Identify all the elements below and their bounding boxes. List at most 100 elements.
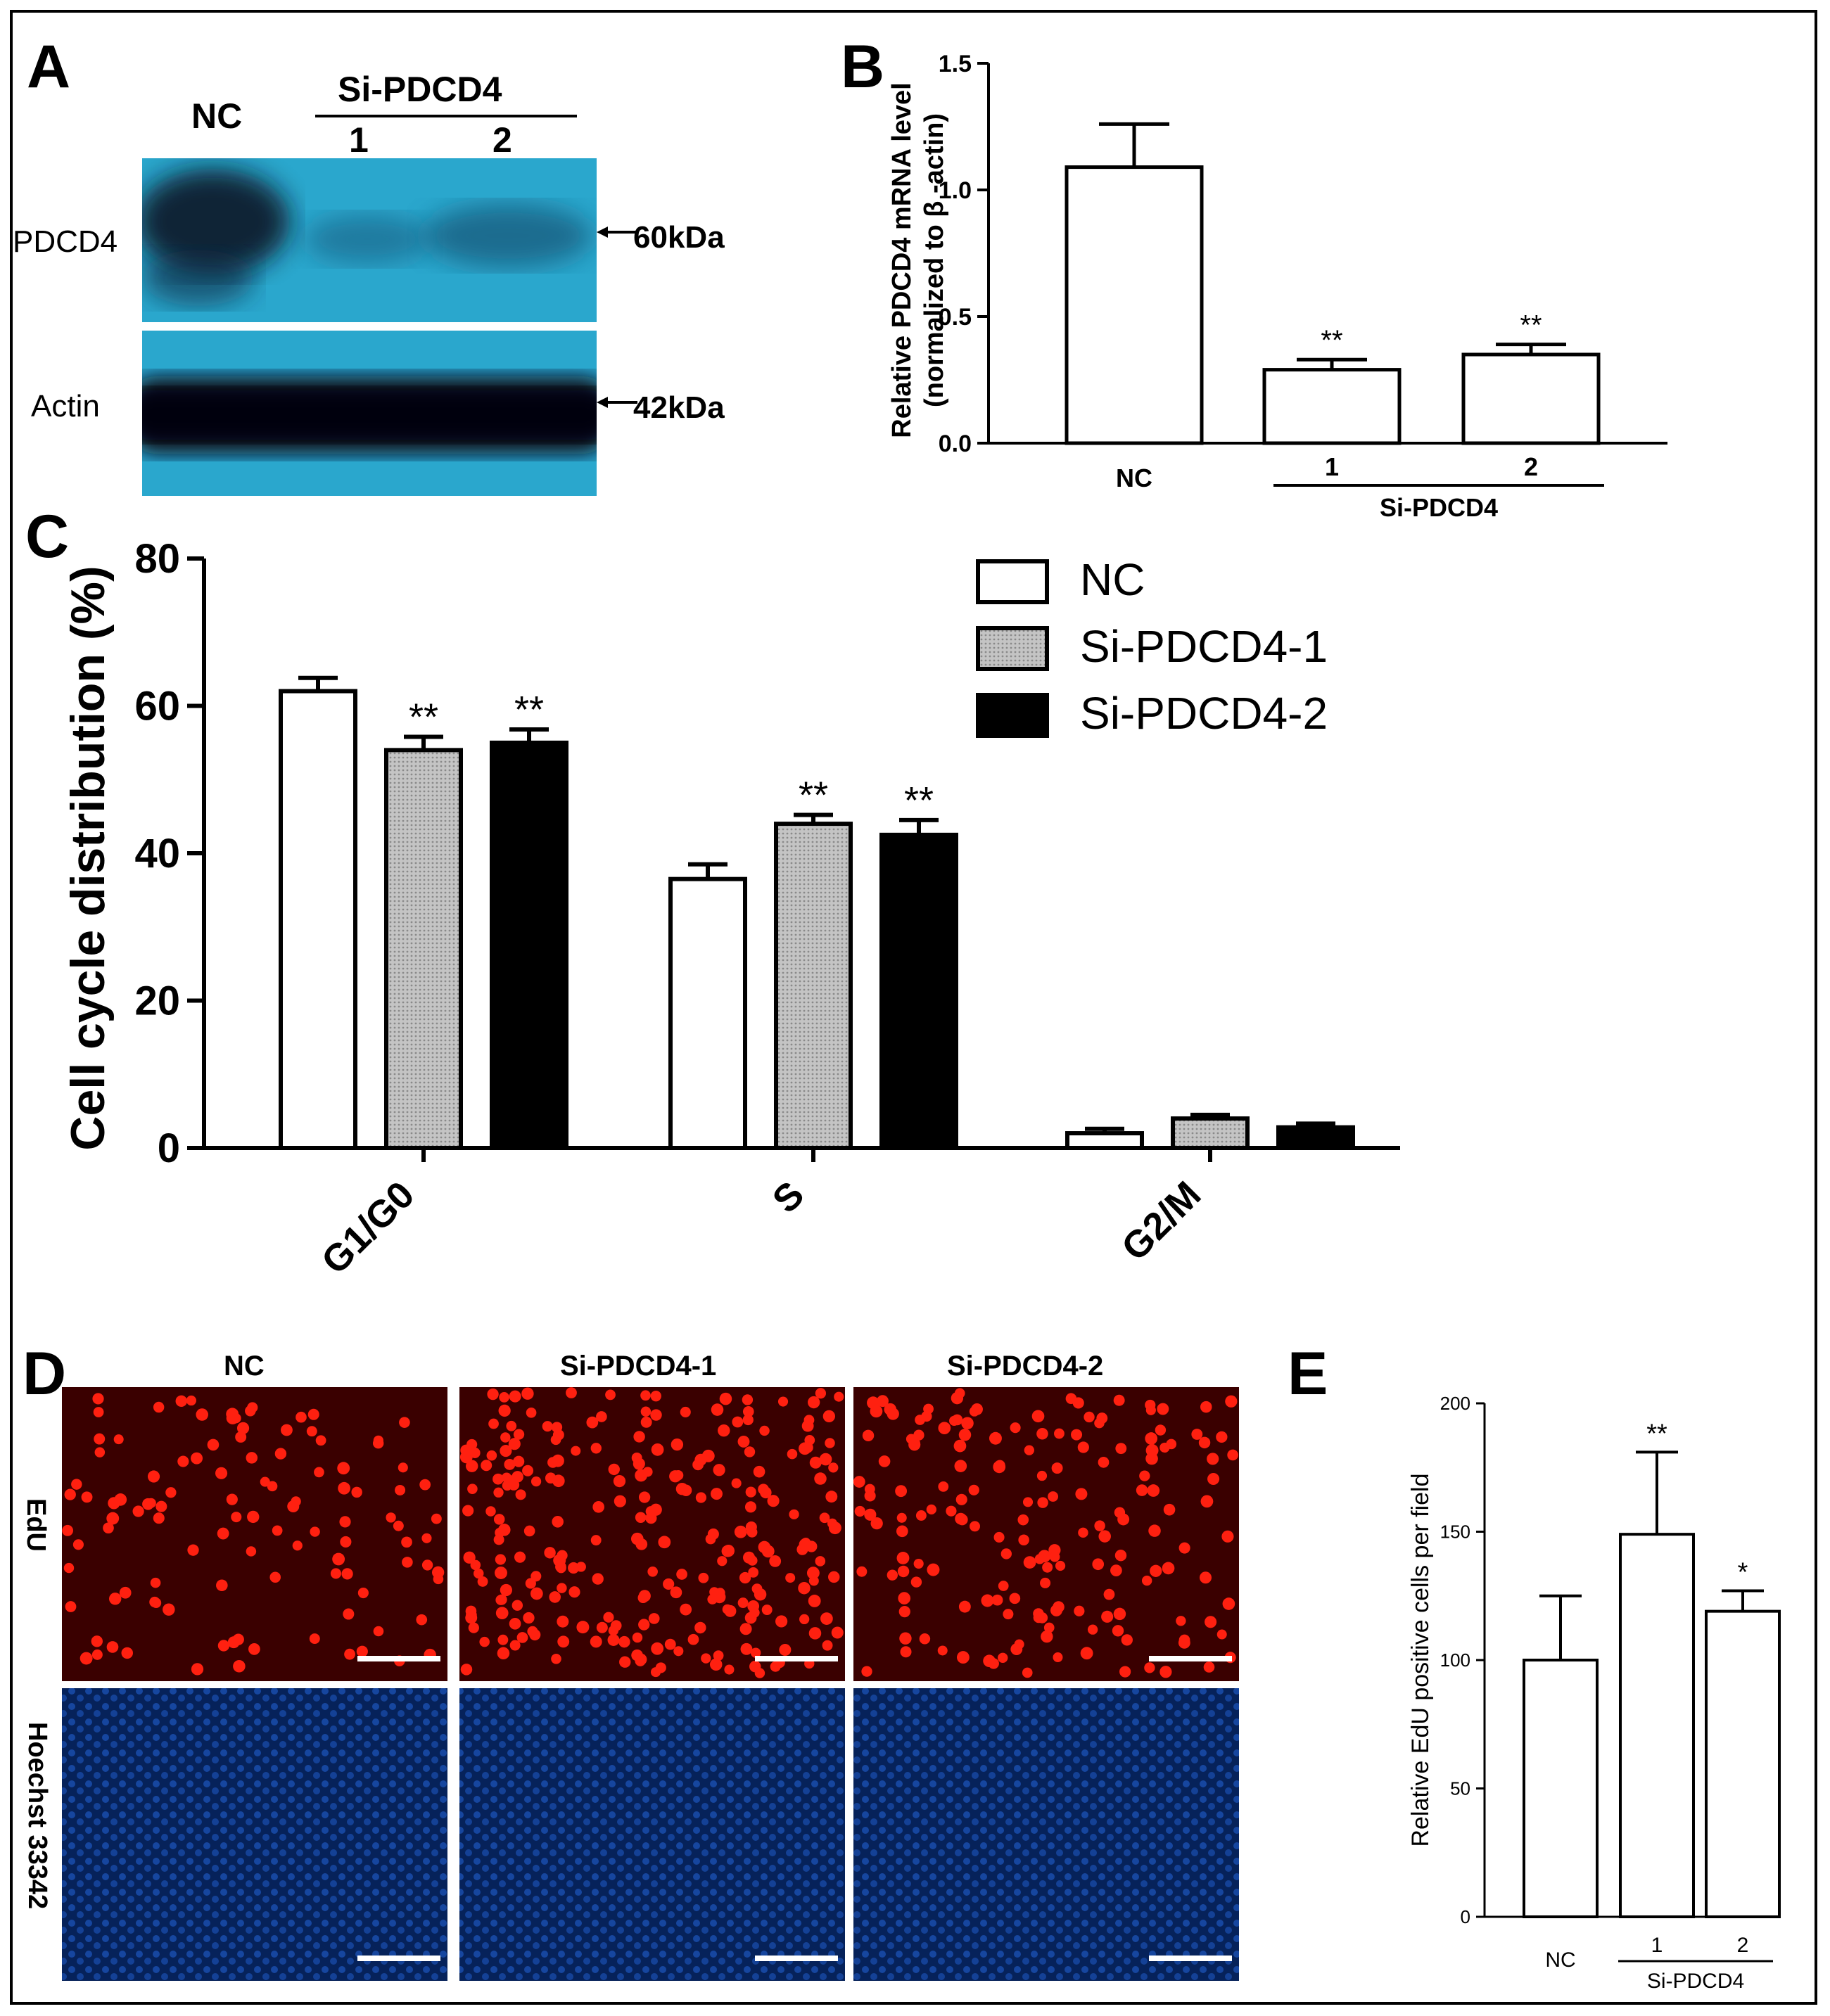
edu-nucleus [395, 1484, 406, 1495]
band-pdcd4-nc [142, 169, 290, 274]
lane-group-label: Si-PDCD4 [338, 70, 502, 109]
edu-nucleus [698, 1572, 709, 1583]
edu-nucleus [603, 1612, 614, 1623]
edu-nucleus [709, 1658, 723, 1671]
edu-nucleus [530, 1571, 542, 1582]
edu-nucleus [1101, 1610, 1114, 1623]
edu-nucleus [552, 1429, 564, 1441]
significance-e: ** [1646, 1419, 1667, 1448]
edu-nucleus [1022, 1667, 1033, 1678]
lane-group-line [315, 115, 577, 117]
edu-nucleus [511, 1600, 523, 1611]
edu-nucleus [1000, 1548, 1012, 1559]
edu-nucleus [640, 1390, 651, 1401]
edu-nucleus [658, 1536, 671, 1549]
edu-nucleus [915, 1510, 927, 1521]
edu-nucleus [607, 1634, 620, 1646]
edu-nucleus [233, 1659, 246, 1673]
edu-nucleus [1225, 1395, 1238, 1408]
edu-nucleus [1207, 1453, 1219, 1465]
edu-nucleus [330, 1568, 341, 1579]
panel-label-c: C [25, 503, 70, 570]
edu-nucleus [72, 1539, 84, 1550]
edu-nucleus [150, 1577, 161, 1588]
significance-c: ** [514, 689, 544, 731]
edu-nucleus [968, 1484, 979, 1495]
scale-bar [357, 1956, 440, 1961]
edu-nucleus [497, 1634, 509, 1645]
edu-nucleus [896, 1552, 910, 1564]
edu-nucleus [808, 1576, 819, 1586]
edu-nucleus [775, 1615, 788, 1628]
edu-nucleus [187, 1544, 199, 1556]
y-tick-label-c: 0 [158, 1125, 180, 1171]
lane-label-1: 1 [349, 120, 369, 160]
edu-nucleus [753, 1465, 765, 1478]
marker-arrow-42 [597, 397, 637, 408]
edu-nucleus [610, 1620, 622, 1631]
edu-nucleus [635, 1538, 648, 1550]
edu-nucleus [495, 1607, 509, 1620]
edu-nucleus [465, 1612, 478, 1624]
edu-nucleus [744, 1446, 756, 1457]
edu-nucleus [825, 1438, 835, 1448]
edu-nucleus [801, 1420, 814, 1432]
edu-nucleus [1148, 1524, 1161, 1537]
edu-nucleus [1221, 1530, 1234, 1543]
blot-actin [142, 331, 597, 496]
edu-nucleus [1203, 1661, 1215, 1673]
edu-nucleus [1144, 1662, 1155, 1673]
edu-nucleus [465, 1460, 478, 1472]
edu-nucleus [651, 1443, 664, 1456]
edu-nucleus [650, 1409, 662, 1421]
edu-nucleus [919, 1633, 931, 1645]
edu-nucleus [993, 1531, 1005, 1543]
edu-nucleus [896, 1512, 907, 1523]
edu-nucleus [814, 1472, 827, 1485]
edu-nucleus [1074, 1605, 1085, 1616]
edu-nucleus [147, 1470, 160, 1483]
edu-nucleus [1200, 1495, 1214, 1508]
edu-nucleus [246, 1452, 258, 1464]
edu-nucleus [163, 1603, 175, 1616]
bar-c [1171, 1116, 1250, 1150]
edu-nucleus [485, 1506, 496, 1517]
edu-nucleus [680, 1406, 691, 1417]
category-label-b: 1 [1325, 452, 1339, 481]
edu-nucleus [938, 1422, 951, 1435]
edu-nucleus [106, 1512, 120, 1525]
edu-nucleus [592, 1573, 604, 1585]
edu-nucleus [961, 1417, 974, 1430]
edu-nucleus [831, 1626, 844, 1639]
edu-nucleus [509, 1617, 521, 1630]
edu-nucleus [631, 1452, 642, 1463]
edu-nucleus [568, 1586, 580, 1598]
blot-pdcd4 [142, 158, 597, 322]
edu-nucleus [516, 1632, 528, 1643]
edu-nucleus [713, 1464, 725, 1476]
edu-nucleus [513, 1455, 525, 1467]
edu-nucleus [372, 1438, 384, 1449]
edu-nucleus [552, 1516, 564, 1528]
edu-nucleus [635, 1512, 647, 1523]
edu-nucleus [337, 1462, 350, 1475]
edu-nucleus [509, 1390, 521, 1403]
edu-nucleus [822, 1640, 833, 1651]
edu-nucleus [499, 1392, 509, 1403]
bar-c [774, 822, 853, 1150]
edu-nucleus [460, 1664, 473, 1676]
edu-nucleus [749, 1660, 761, 1673]
edu-nucleus [373, 1626, 384, 1637]
edu-nucleus [632, 1632, 643, 1643]
edu-nucleus [650, 1390, 661, 1402]
edu-nucleus [493, 1473, 504, 1485]
scale-bar [1149, 1656, 1232, 1661]
edu-nucleus [707, 1528, 719, 1540]
edu-nucleus [1033, 1608, 1044, 1619]
edu-nucleus [732, 1416, 744, 1428]
edu-nucleus [515, 1489, 526, 1500]
edu-nucleus [954, 1388, 965, 1398]
bar-c [879, 832, 958, 1150]
edu-nucleus [673, 1470, 684, 1481]
